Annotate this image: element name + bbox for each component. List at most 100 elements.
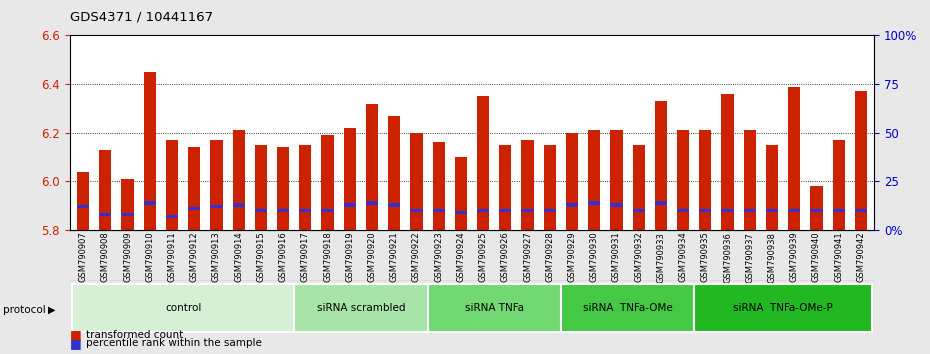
Text: GSM790931: GSM790931 [612,232,621,282]
Bar [655,101,667,230]
Bar [766,209,778,212]
Bar [72,284,294,332]
Bar [699,130,711,230]
Bar [365,201,379,205]
Text: siRNA  TNFa-OMe: siRNA TNFa-OMe [583,303,672,313]
Text: ■: ■ [70,328,82,341]
Bar [677,130,689,230]
Bar [143,201,156,205]
Bar [588,130,600,230]
Bar [832,140,844,230]
Text: GSM790915: GSM790915 [257,232,265,282]
Bar [122,179,134,230]
Text: GSM790942: GSM790942 [857,232,866,282]
Bar [610,203,622,206]
Text: GSM790928: GSM790928 [545,232,554,282]
Text: GSM790907: GSM790907 [78,232,87,282]
Bar [232,203,245,206]
Text: GSM790911: GSM790911 [167,232,177,282]
Text: GSM790920: GSM790920 [367,232,377,282]
Text: GSM790916: GSM790916 [279,232,287,282]
Bar [788,86,801,230]
Bar [677,209,689,212]
Text: GSM790927: GSM790927 [523,232,532,282]
Text: GSM790933: GSM790933 [657,232,665,282]
Text: ■: ■ [70,337,82,350]
Bar [365,103,379,230]
Bar [610,130,622,230]
Text: siRNA  TNFa-OMe-P: siRNA TNFa-OMe-P [733,303,833,313]
Bar [77,172,89,230]
Bar [210,205,222,209]
Bar [855,209,867,212]
Bar [655,201,667,205]
Bar [322,135,334,230]
Text: GSM790909: GSM790909 [123,232,132,282]
Bar [694,284,872,332]
Text: siRNA scrambled: siRNA scrambled [316,303,405,313]
Bar [428,284,561,332]
Bar [122,213,134,216]
Bar [744,130,756,230]
Bar [388,203,400,206]
Bar [455,211,467,214]
Text: transformed count: transformed count [86,330,184,339]
Bar [477,209,489,212]
Bar [188,147,200,230]
Text: GSM790919: GSM790919 [345,232,354,282]
Bar [522,209,534,212]
Text: GSM790914: GSM790914 [234,232,243,282]
Bar [561,284,694,332]
Bar [432,142,445,230]
Bar [100,213,112,216]
Bar [632,145,644,230]
Text: GSM790941: GSM790941 [834,232,844,282]
Text: GSM790924: GSM790924 [457,232,465,282]
Text: GSM790917: GSM790917 [300,232,310,282]
Text: GDS4371 / 10441167: GDS4371 / 10441167 [70,11,213,24]
Text: GSM790922: GSM790922 [412,232,421,282]
Bar [100,150,112,230]
Bar [477,96,489,230]
Bar [810,209,822,212]
Text: GSM790935: GSM790935 [701,232,710,282]
Text: GSM790940: GSM790940 [812,232,821,282]
Bar [722,209,734,212]
Bar [77,205,89,209]
Bar [810,186,822,230]
Bar [565,203,578,206]
Text: GSM790921: GSM790921 [390,232,399,282]
Text: GSM790926: GSM790926 [501,232,510,282]
Text: GSM790934: GSM790934 [679,232,687,282]
Text: GSM790910: GSM790910 [145,232,154,282]
Text: GSM790912: GSM790912 [190,232,199,282]
Bar [388,116,400,230]
Text: GSM790908: GSM790908 [100,232,110,282]
Bar [166,215,178,218]
Bar [455,157,467,230]
Bar [722,94,734,230]
Bar [410,209,422,212]
Bar [699,209,711,212]
Bar [544,209,556,212]
Bar [788,209,801,212]
Bar [522,140,534,230]
Text: GSM790923: GSM790923 [434,232,443,282]
Bar [299,209,312,212]
Bar [294,284,428,332]
Bar [143,72,156,230]
Text: percentile rank within the sample: percentile rank within the sample [86,338,262,348]
Bar [565,133,578,230]
Bar [277,147,289,230]
Bar [544,145,556,230]
Bar [744,209,756,212]
Text: GSM790929: GSM790929 [567,232,577,282]
Text: GSM790936: GSM790936 [723,232,732,282]
Text: protocol: protocol [3,305,46,315]
Text: GSM790932: GSM790932 [634,232,644,282]
Bar [166,140,178,230]
Text: control: control [165,303,201,313]
Text: siRNA TNFa: siRNA TNFa [465,303,524,313]
Bar [499,145,512,230]
Text: GSM790918: GSM790918 [323,232,332,282]
